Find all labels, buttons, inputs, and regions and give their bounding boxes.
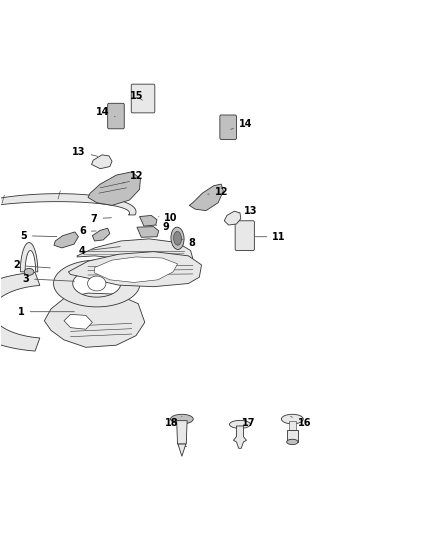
Ellipse shape xyxy=(88,276,106,291)
Polygon shape xyxy=(53,260,140,307)
Text: 11: 11 xyxy=(255,232,286,242)
Polygon shape xyxy=(92,155,112,168)
Polygon shape xyxy=(177,421,187,444)
Text: 13: 13 xyxy=(72,147,98,157)
Text: 18: 18 xyxy=(165,416,182,429)
Text: 14: 14 xyxy=(95,107,115,117)
Text: 15: 15 xyxy=(130,91,144,101)
Polygon shape xyxy=(233,426,247,448)
Polygon shape xyxy=(287,430,297,442)
Ellipse shape xyxy=(170,414,193,424)
Polygon shape xyxy=(224,211,241,225)
Text: 17: 17 xyxy=(242,418,256,429)
Text: 12: 12 xyxy=(208,187,228,197)
Ellipse shape xyxy=(171,227,184,249)
Text: 3: 3 xyxy=(22,274,74,284)
Text: 2: 2 xyxy=(14,261,50,270)
FancyBboxPatch shape xyxy=(220,115,237,140)
Polygon shape xyxy=(178,444,186,456)
FancyBboxPatch shape xyxy=(131,84,155,113)
Polygon shape xyxy=(140,215,157,226)
Text: 10: 10 xyxy=(159,213,178,223)
Ellipse shape xyxy=(230,421,251,429)
Text: 7: 7 xyxy=(91,214,111,224)
Polygon shape xyxy=(289,421,296,430)
Polygon shape xyxy=(68,252,201,287)
Polygon shape xyxy=(0,272,40,351)
Text: 4: 4 xyxy=(79,246,120,256)
Text: 16: 16 xyxy=(290,416,311,429)
Polygon shape xyxy=(77,239,193,262)
Polygon shape xyxy=(44,293,145,348)
Polygon shape xyxy=(137,227,159,237)
FancyBboxPatch shape xyxy=(108,103,124,129)
Text: 6: 6 xyxy=(79,227,96,237)
Text: 14: 14 xyxy=(231,119,252,130)
Polygon shape xyxy=(0,193,136,215)
Polygon shape xyxy=(92,228,110,241)
Text: 13: 13 xyxy=(238,206,258,216)
Polygon shape xyxy=(54,232,78,248)
Text: 12: 12 xyxy=(123,171,143,183)
Polygon shape xyxy=(64,314,92,329)
Ellipse shape xyxy=(282,414,303,424)
Ellipse shape xyxy=(287,439,298,445)
Polygon shape xyxy=(95,257,177,282)
Text: 9: 9 xyxy=(155,222,169,232)
Ellipse shape xyxy=(24,268,34,275)
Text: 8: 8 xyxy=(181,238,195,248)
Polygon shape xyxy=(189,184,223,211)
Polygon shape xyxy=(20,243,38,272)
Polygon shape xyxy=(88,172,141,205)
Text: 5: 5 xyxy=(20,231,57,241)
FancyBboxPatch shape xyxy=(235,221,254,251)
Text: 1: 1 xyxy=(18,306,74,317)
Ellipse shape xyxy=(173,231,181,245)
